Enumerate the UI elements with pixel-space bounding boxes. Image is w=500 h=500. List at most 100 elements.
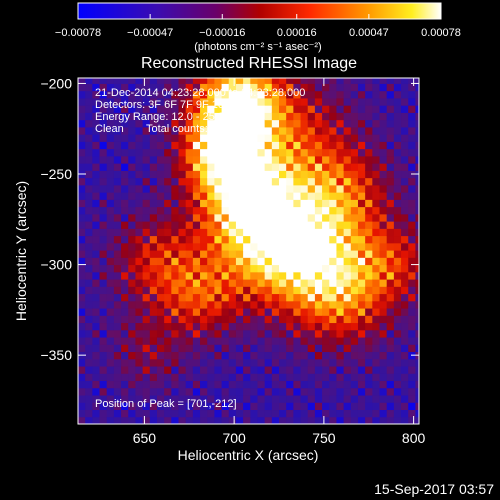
- heatmap-cell: [401, 184, 409, 193]
- heatmap-cell: [106, 264, 115, 273]
- heatmap-cell: [329, 206, 337, 215]
- heatmap-cell: [386, 351, 395, 360]
- heatmap-cell: [257, 192, 266, 200]
- heatmap-cell: [279, 90, 287, 99]
- heatmap-cell: [78, 90, 86, 99]
- heatmap-cell: [271, 366, 280, 374]
- heatmap-cell: [250, 177, 258, 186]
- heatmap-cell: [142, 344, 151, 353]
- heatmap-cell: [243, 83, 251, 92]
- heatmap-cell: [329, 97, 337, 106]
- heatmap-cell: [264, 235, 273, 244]
- heatmap-cell: [293, 286, 302, 295]
- heatmap-cell: [386, 250, 395, 258]
- heatmap-cell: [329, 279, 337, 287]
- heatmap-cell: [142, 192, 151, 200]
- heatmap-cell: [264, 112, 273, 121]
- heatmap-cell: [408, 221, 416, 229]
- heatmap-cell: [307, 78, 316, 84]
- heatmap-cell: [164, 78, 172, 84]
- heatmap-cell: [164, 264, 172, 273]
- heatmap-cell: [85, 264, 93, 273]
- heatmap-cell: [214, 351, 223, 360]
- heatmap-cell: [142, 134, 151, 142]
- heatmap-cell: [271, 416, 280, 424]
- x-tick-label: 800: [402, 430, 426, 446]
- heatmap-cell: [329, 271, 337, 280]
- heatmap-cell: [365, 90, 373, 99]
- heatmap-cell: [250, 148, 258, 157]
- heatmap-cell: [300, 293, 309, 302]
- heatmap-cell: [207, 293, 215, 302]
- heatmap-cell: [185, 264, 194, 273]
- heatmap-cell: [250, 308, 258, 316]
- heatmap-cell: [128, 184, 136, 193]
- heatmap-cell: [322, 402, 330, 411]
- heatmap-cell: [393, 78, 402, 84]
- heatmap-cell: [243, 387, 251, 396]
- heatmap-cell: [322, 366, 330, 374]
- heatmap-cell: [279, 206, 287, 215]
- heatmap-cell: [221, 199, 230, 208]
- heatmap-cell: [271, 308, 280, 316]
- heatmap-cell: [386, 402, 395, 411]
- heatmap-cell: [214, 380, 223, 389]
- heatmap-cell: [192, 387, 201, 396]
- heatmap-cell: [372, 257, 381, 266]
- heatmap-cell: [113, 78, 122, 84]
- heatmap-cell: [92, 344, 101, 353]
- heatmap-cell: [228, 199, 237, 208]
- heatmap-cell: [300, 264, 309, 273]
- heatmap-cell: [250, 119, 258, 128]
- heatmap-cell: [99, 416, 108, 424]
- colorbar-tick-labels: −0.00078 −0.00047 −0.00016 0.00016 0.00047 0.…: [55, 27, 461, 39]
- heatmap-cell: [372, 170, 381, 179]
- heatmap-cell: [85, 250, 93, 258]
- heatmap-cell: [228, 206, 237, 215]
- heatmap-cell: [264, 242, 273, 251]
- heatmap-cell: [200, 315, 208, 324]
- heatmap-cell: [200, 279, 208, 287]
- heatmap-cell: [185, 112, 194, 121]
- heatmap-cell: [85, 221, 93, 229]
- heatmap-cell: [135, 177, 144, 186]
- heatmap-cell: [128, 78, 136, 84]
- heatmap-cell: [286, 337, 294, 345]
- heatmap-cell: [178, 279, 187, 287]
- y-tick-label: −250: [40, 166, 72, 182]
- heatmap-cell: [271, 97, 280, 106]
- heatmap-cell: [350, 257, 359, 266]
- heatmap-cell: [372, 416, 381, 424]
- heatmap-cell: [156, 206, 165, 215]
- heatmap-cell: [322, 344, 330, 353]
- heatmap-cell: [300, 337, 309, 345]
- heatmap-cell: [271, 184, 280, 193]
- heatmap-cell: [372, 213, 381, 222]
- heatmap-cell: [257, 90, 266, 99]
- heatmap-cell: [214, 250, 223, 258]
- heatmap-cell: [78, 366, 86, 374]
- heatmap-cell: [171, 337, 180, 345]
- heatmap-cell: [178, 351, 187, 360]
- heatmap-cell: [200, 264, 208, 273]
- heatmap-cell: [279, 395, 287, 403]
- heatmap-cell: [121, 235, 129, 244]
- heatmap-cell: [164, 322, 172, 331]
- heatmap-cell: [178, 126, 187, 135]
- heatmap-cell: [250, 112, 258, 121]
- heatmap-cell: [171, 387, 180, 396]
- heatmap-cell: [78, 177, 86, 186]
- heatmap-cell: [415, 155, 419, 164]
- heatmap-cell: [135, 170, 144, 179]
- heatmap-cell: [207, 366, 215, 374]
- heatmap-cell: [171, 395, 180, 403]
- heatmap-cell: [408, 112, 416, 121]
- heatmap-cell: [99, 395, 108, 403]
- heatmap-cell: [322, 329, 330, 338]
- heatmap-cell: [357, 387, 366, 396]
- heatmap-cell: [264, 358, 273, 367]
- heatmap-cell: [307, 366, 316, 374]
- heatmap-cell: [350, 322, 359, 331]
- heatmap-cell: [135, 293, 144, 302]
- heatmap-cell: [121, 134, 129, 142]
